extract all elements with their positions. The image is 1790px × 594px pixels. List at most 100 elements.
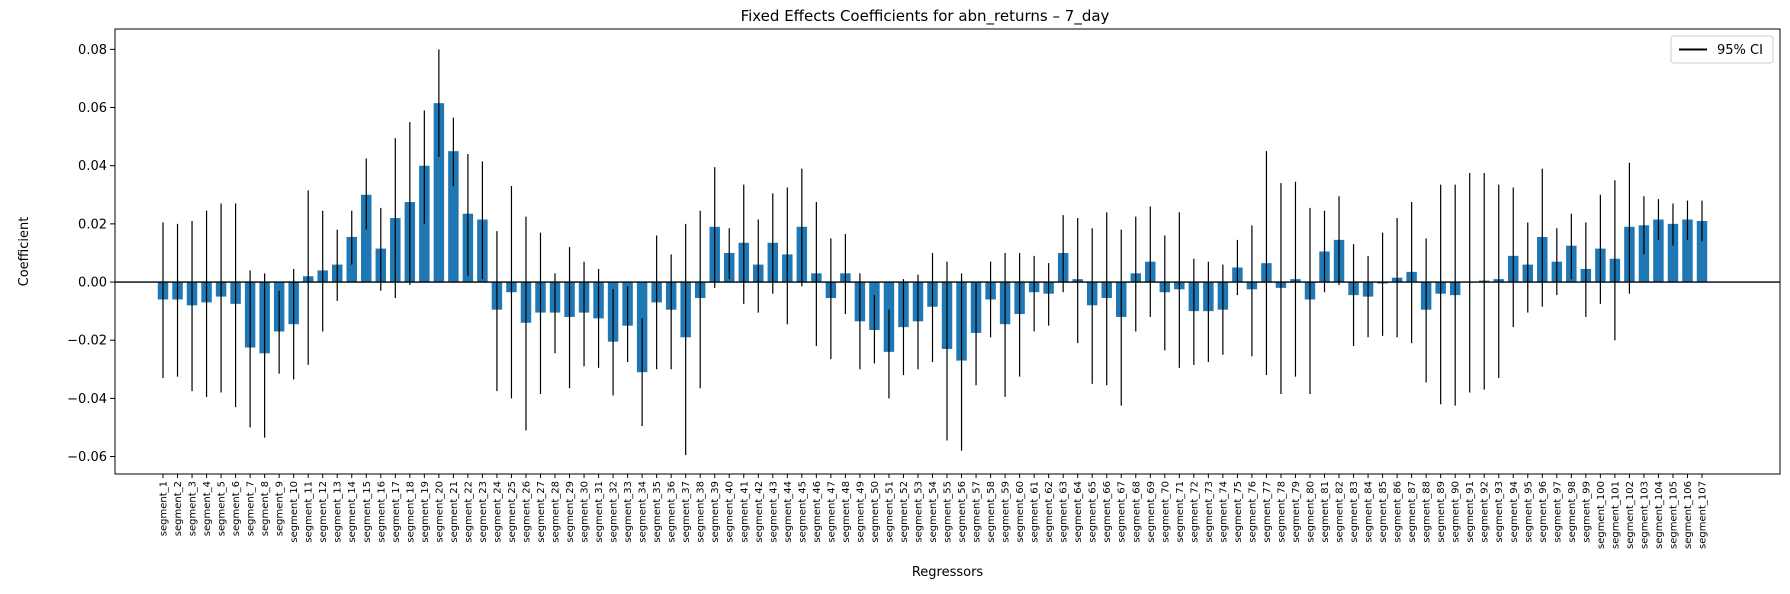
x-tick-label: segment_79 — [1291, 481, 1302, 543]
x-tick-label: segment_85 — [1378, 481, 1389, 543]
x-tick-label: segment_20 — [434, 481, 445, 543]
x-tick-label: segment_31 — [594, 481, 605, 543]
x-tick-label: segment_13 — [333, 481, 344, 543]
x-tick-label: segment_56 — [957, 481, 968, 543]
y-tick-label: −0.06 — [67, 450, 107, 465]
x-tick-label: segment_26 — [521, 481, 532, 543]
y-tick-label: 0.06 — [78, 101, 107, 116]
legend-label: 95% CI — [1717, 43, 1763, 58]
bar — [433, 103, 445, 283]
x-tick-label: segment_104 — [1654, 481, 1665, 549]
x-tick-label: segment_58 — [986, 481, 997, 543]
bar — [1653, 219, 1664, 283]
x-tick-label: segment_55 — [943, 481, 954, 543]
x-tick-label: segment_70 — [1160, 481, 1171, 543]
x-tick-label: segment_3 — [188, 481, 199, 536]
x-tick-label: segment_44 — [783, 481, 794, 543]
x-tick-label: segment_98 — [1567, 481, 1578, 543]
x-tick-label: segment_32 — [609, 481, 620, 543]
x-tick-label: segment_50 — [870, 481, 881, 543]
x-tick-label: segment_49 — [855, 481, 866, 543]
bar — [1667, 223, 1679, 283]
x-tick-label: segment_22 — [463, 481, 474, 543]
x-tick-label: segment_6 — [231, 481, 242, 536]
x-tick-label: segment_68 — [1131, 481, 1142, 543]
x-tick-label: segment_81 — [1320, 481, 1331, 543]
x-tick-label: segment_34 — [638, 481, 649, 543]
y-tick-label: −0.02 — [67, 334, 107, 349]
legend: 95% CI — [1670, 35, 1774, 64]
x-tick-label: segment_57 — [972, 481, 983, 543]
x-tick-label: segment_37 — [681, 481, 692, 543]
x-tick-label: segment_101 — [1610, 481, 1621, 549]
x-tick-label: segment_42 — [754, 481, 765, 543]
x-tick-label: segment_25 — [507, 481, 518, 543]
x-tick-label: segment_84 — [1364, 481, 1375, 543]
x-tick-label: segment_99 — [1581, 481, 1592, 543]
x-tick-label: segment_53 — [913, 481, 924, 543]
bar — [448, 151, 459, 283]
x-tick-label: segment_65 — [1088, 481, 1099, 543]
x-tick-label: segment_16 — [376, 481, 387, 543]
x-tick-label: segment_10 — [289, 481, 300, 543]
x-tick-label: segment_36 — [667, 481, 678, 543]
x-tick-label: segment_83 — [1349, 481, 1360, 543]
legend-box — [1670, 35, 1774, 64]
x-tick-label: segment_1 — [159, 481, 170, 536]
bar — [361, 194, 372, 283]
x-tick-label: segment_74 — [1218, 481, 1229, 543]
x-tick-label: segment_80 — [1305, 481, 1316, 543]
x-tick-label: segment_41 — [739, 481, 750, 543]
x-tick-label: segment_100 — [1596, 481, 1607, 549]
y-axis-ticks: −0.06 −0.04 −0.02 0.00 0.02 0.04 0.06 0.08 — [67, 43, 115, 465]
x-tick-label: segment_102 — [1625, 481, 1636, 549]
x-tick-label: segment_73 — [1204, 481, 1215, 543]
x-tick-label: segment_91 — [1465, 481, 1476, 543]
y-axis-label: Coefficient — [17, 217, 32, 287]
bar — [1682, 219, 1693, 283]
x-tick-label: segment_88 — [1422, 481, 1433, 543]
x-tick-label: segment_67 — [1117, 481, 1128, 543]
x-tick-label: segment_97 — [1552, 481, 1563, 543]
x-tick-label: segment_27 — [536, 481, 547, 543]
x-tick-label: segment_12 — [318, 481, 329, 543]
x-tick-label: segment_9 — [275, 481, 286, 536]
x-tick-label: segment_40 — [725, 481, 736, 543]
x-axis-ticks: segment_1 segment_2 segment_3 segment_4 segm… — [159, 474, 1709, 549]
x-tick-label: segment_78 — [1276, 481, 1287, 543]
confidence-intervals-group — [162, 49, 1703, 456]
x-tick-label: segment_5 — [217, 481, 228, 536]
x-tick-label: segment_96 — [1538, 481, 1549, 543]
x-tick-label: segment_76 — [1247, 481, 1258, 543]
y-tick-label: 0.08 — [78, 43, 107, 58]
x-tick-label: segment_72 — [1189, 481, 1200, 543]
x-axis-label: Regressors — [912, 565, 984, 580]
x-tick-label: segment_93 — [1494, 481, 1505, 543]
x-tick-label: segment_28 — [551, 481, 562, 543]
x-tick-label: segment_94 — [1509, 481, 1520, 543]
y-tick-label: 0.04 — [78, 159, 107, 174]
x-tick-label: segment_30 — [580, 481, 591, 543]
x-tick-label: segment_46 — [812, 481, 823, 543]
x-tick-label: segment_14 — [347, 481, 358, 543]
x-tick-label: segment_62 — [1044, 481, 1055, 543]
x-tick-label: segment_90 — [1451, 481, 1462, 543]
x-tick-label: segment_17 — [391, 481, 402, 543]
x-tick-label: segment_43 — [768, 481, 779, 543]
x-tick-label: segment_59 — [1001, 481, 1012, 543]
x-tick-label: segment_18 — [405, 481, 416, 543]
x-tick-label: segment_35 — [652, 481, 663, 543]
x-tick-label: segment_19 — [420, 481, 431, 543]
x-tick-label: segment_29 — [565, 481, 576, 543]
x-tick-label: segment_21 — [449, 481, 460, 543]
x-tick-label: segment_82 — [1335, 481, 1346, 543]
x-tick-label: segment_60 — [1015, 481, 1026, 543]
x-tick-label: segment_51 — [884, 481, 895, 543]
x-tick-label: segment_105 — [1668, 481, 1679, 549]
y-tick-label: 0.00 — [78, 276, 107, 291]
x-tick-label: segment_69 — [1146, 481, 1157, 543]
x-tick-label: segment_11 — [304, 481, 315, 543]
x-tick-label: segment_64 — [1073, 481, 1084, 543]
y-tick-label: −0.04 — [67, 392, 107, 407]
